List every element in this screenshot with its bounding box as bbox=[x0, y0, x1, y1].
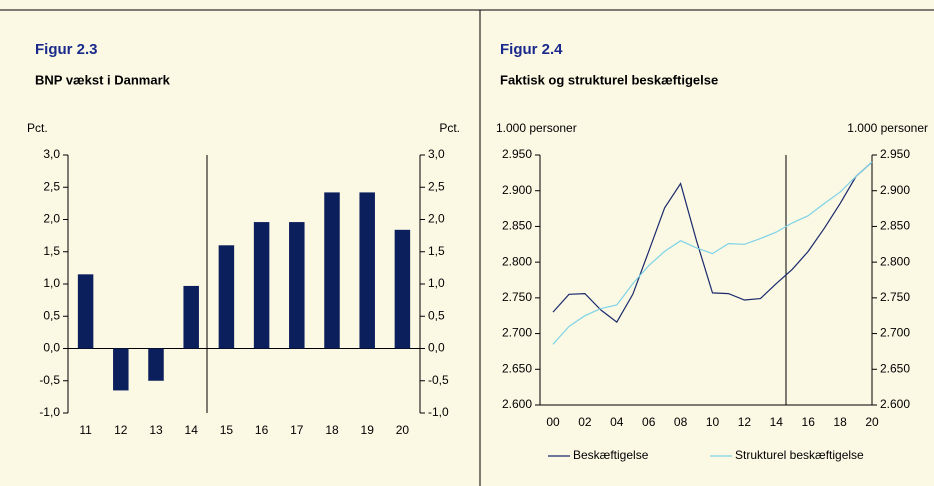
y-tick-label: 1,5 bbox=[43, 244, 60, 258]
y2-tick-label: 1,5 bbox=[428, 244, 445, 258]
y-tick-label: 2.800 bbox=[502, 254, 532, 268]
x-tick-label: 10 bbox=[706, 415, 720, 429]
y-axis-label: 1.000 personer bbox=[496, 121, 577, 135]
x-tick-label: 19 bbox=[361, 423, 375, 437]
y2-axis-label: Pct. bbox=[439, 121, 460, 135]
x-tick-label: 06 bbox=[642, 415, 656, 429]
y-tick-label: -1,0 bbox=[39, 405, 60, 419]
y2-tick-label: -1,0 bbox=[428, 405, 449, 419]
y2-tick-label: 1,0 bbox=[428, 276, 445, 290]
bar bbox=[218, 245, 235, 349]
bar bbox=[324, 192, 340, 349]
x-tick-label: 14 bbox=[770, 415, 784, 429]
y-tick-label: 2.750 bbox=[502, 290, 532, 304]
y2-tick-label: 2.650 bbox=[880, 361, 910, 375]
x-tick-label: 18 bbox=[325, 423, 339, 437]
y-tick-label: 2.900 bbox=[502, 183, 532, 197]
y-tick-label: 1,0 bbox=[43, 276, 60, 290]
x-tick-label: 12 bbox=[738, 415, 752, 429]
line-series bbox=[552, 161, 873, 345]
x-tick-label: 17 bbox=[290, 423, 304, 437]
y2-tick-label: 2.900 bbox=[880, 183, 910, 197]
bar bbox=[289, 222, 305, 349]
y2-tick-label: 2,5 bbox=[428, 179, 445, 193]
y2-tick-label: 2,0 bbox=[428, 212, 445, 226]
y-tick-label: 2.650 bbox=[502, 361, 532, 375]
y-tick-label: 0,0 bbox=[43, 341, 60, 355]
x-tick-label: 16 bbox=[802, 415, 816, 429]
y-tick-label: 2.950 bbox=[502, 147, 532, 161]
y2-tick-label: -0,5 bbox=[428, 373, 449, 387]
y2-tick-label: 2.600 bbox=[880, 397, 910, 411]
y-tick-label: 2,0 bbox=[43, 212, 60, 226]
x-tick-label: 20 bbox=[396, 423, 410, 437]
x-tick-label: 02 bbox=[578, 415, 592, 429]
y-tick-label: 3,0 bbox=[43, 147, 60, 161]
bar bbox=[183, 285, 199, 349]
x-tick-label: 04 bbox=[610, 415, 624, 429]
chart-subtitle: BNP vækst i Danmark bbox=[35, 72, 171, 87]
y2-axis-label: 1.000 personer bbox=[847, 121, 928, 135]
bar bbox=[394, 229, 411, 349]
y2-tick-label: 2.700 bbox=[880, 326, 910, 340]
x-tick-label: 12 bbox=[114, 423, 128, 437]
y2-tick-label: 0,5 bbox=[428, 308, 445, 322]
x-tick-label: 08 bbox=[674, 415, 688, 429]
chart-title: Figur 2.3 bbox=[35, 41, 98, 58]
y-tick-label: 2.600 bbox=[502, 397, 532, 411]
y2-tick-label: 0,0 bbox=[428, 341, 445, 355]
y-tick-label: -0,5 bbox=[39, 373, 60, 387]
bar bbox=[113, 348, 129, 391]
bar bbox=[253, 222, 270, 349]
x-tick-label: 18 bbox=[833, 415, 847, 429]
x-tick-label: 11 bbox=[79, 423, 92, 437]
y2-tick-label: 2.800 bbox=[880, 254, 910, 268]
bar bbox=[77, 274, 94, 349]
bar bbox=[148, 348, 164, 381]
x-tick-label: 14 bbox=[185, 423, 199, 437]
x-tick-label: 13 bbox=[149, 423, 163, 437]
x-tick-label: 00 bbox=[546, 415, 560, 429]
y-tick-label: 2.700 bbox=[502, 326, 532, 340]
y2-tick-label: 2.750 bbox=[880, 290, 910, 304]
x-tick-label: 20 bbox=[865, 415, 879, 429]
chart-subtitle: Faktisk og strukturel beskæftigelse bbox=[500, 72, 718, 87]
legend-label: Beskæftigelse bbox=[573, 448, 649, 462]
y2-tick-label: 2.950 bbox=[880, 147, 910, 161]
chart-title: Figur 2.4 bbox=[500, 41, 563, 58]
y-tick-label: 0,5 bbox=[43, 308, 60, 322]
x-tick-label: 16 bbox=[255, 423, 269, 437]
y2-tick-label: 2.850 bbox=[880, 219, 910, 233]
bar bbox=[359, 192, 375, 349]
line-series bbox=[552, 161, 873, 323]
y-axis-label: Pct. bbox=[27, 121, 48, 135]
x-tick-label: 15 bbox=[220, 423, 234, 437]
y-tick-label: 2,5 bbox=[43, 179, 60, 193]
y-tick-label: 2.850 bbox=[502, 219, 532, 233]
legend-label: Strukturel beskæftigelse bbox=[735, 448, 864, 462]
y2-tick-label: 3,0 bbox=[428, 147, 445, 161]
